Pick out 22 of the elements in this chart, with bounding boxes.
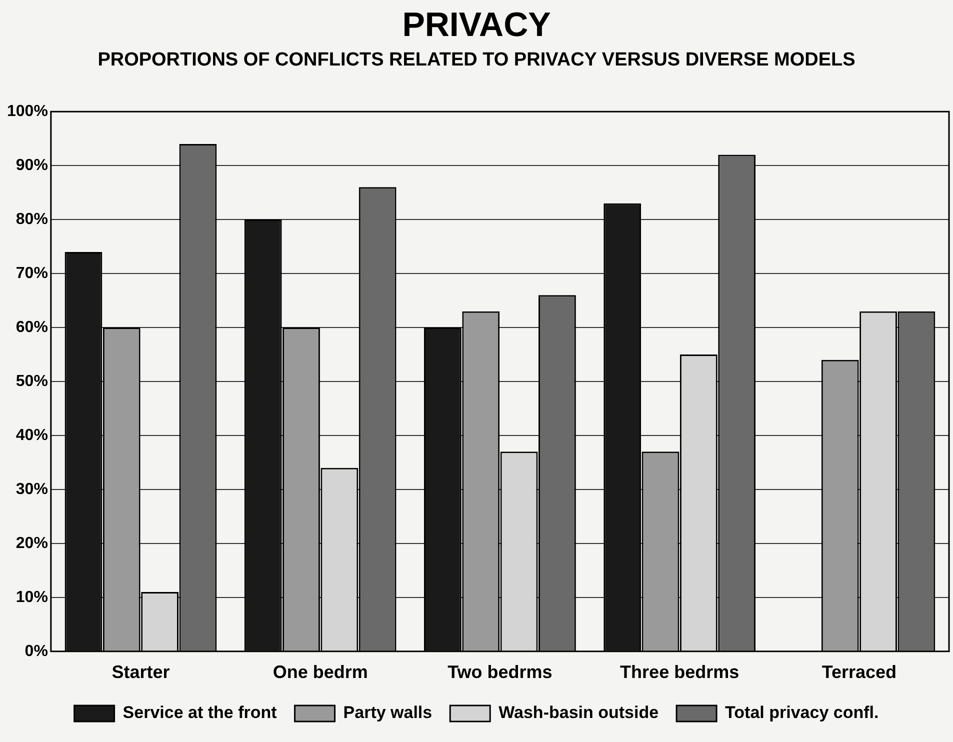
legend-label: Party walls: [343, 703, 432, 722]
y-tick-label: 70%: [16, 264, 48, 282]
y-tick-label: 10%: [16, 588, 48, 606]
y-tick-label: 0%: [24, 642, 48, 660]
x-tick-label: Three bedrms: [620, 662, 740, 682]
legend-label: Service at the front: [122, 703, 278, 722]
y-tick-label: 80%: [16, 210, 48, 228]
y-tick-label: 100%: [7, 103, 48, 120]
y-tick-label: 60%: [16, 318, 48, 336]
x-tick-label: Starter: [112, 662, 170, 682]
y-tick-label: 40%: [16, 426, 48, 444]
chart-subtitle: PROPORTIONS OF CONFLICTS RELATED TO PRIVACY VERSUS DIVERSE MODELS: [98, 49, 856, 70]
legend-label: Total privacy confl.: [725, 703, 879, 722]
chart-title: PRIVACY: [402, 6, 552, 44]
y-tick-label: 30%: [16, 480, 48, 498]
y-tick-label: 20%: [16, 534, 48, 552]
x-tick-label: One bedrm: [272, 662, 368, 682]
x-tick-label: Two bedrms: [448, 662, 552, 682]
x-tick-label: Terraced: [822, 662, 897, 682]
legend-label: Wash-basin outside: [498, 703, 659, 722]
y-tick-label: 90%: [16, 156, 48, 174]
y-tick-label: 50%: [16, 372, 48, 390]
